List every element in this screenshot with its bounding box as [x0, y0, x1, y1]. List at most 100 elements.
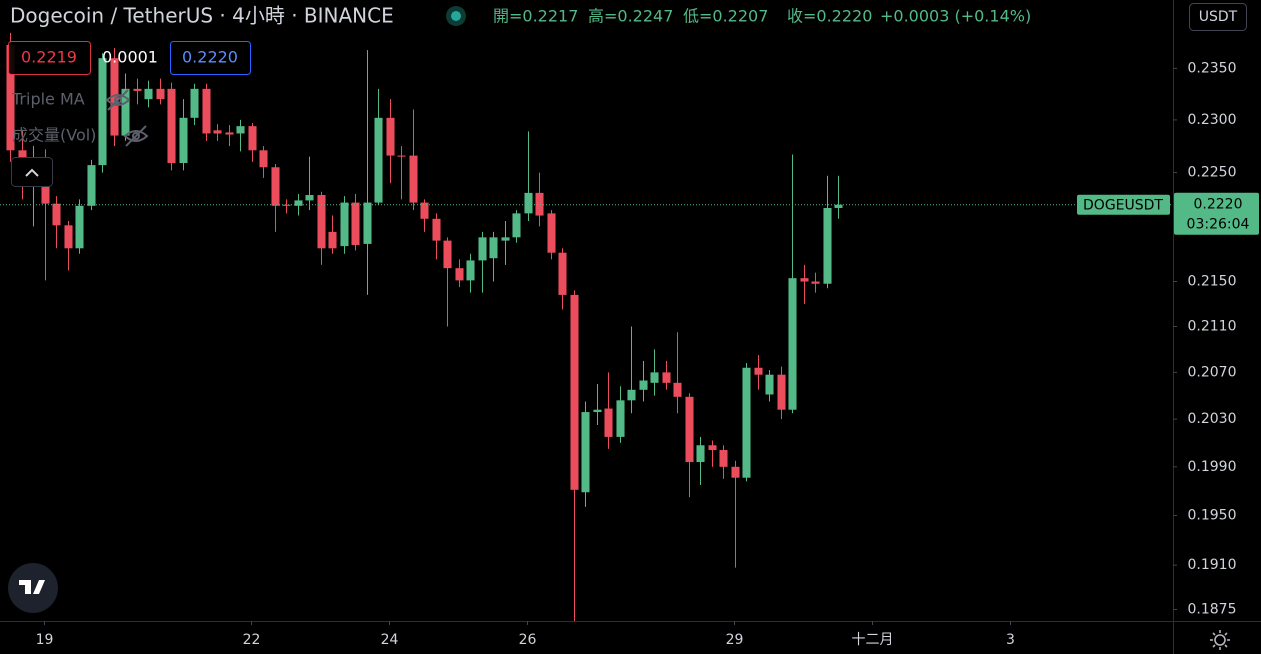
candle-body	[271, 167, 280, 206]
candle-body	[144, 88, 153, 100]
x-tick-label: 19	[36, 632, 54, 648]
y-tick-label: 0.2030	[1188, 411, 1237, 427]
candle-body	[213, 130, 222, 134]
candle-body	[535, 192, 544, 216]
y-tick-label: 0.2150	[1188, 274, 1237, 290]
candle-body	[823, 207, 832, 284]
crosshair-box	[170, 41, 251, 75]
candle-body	[478, 237, 487, 261]
candle-body	[133, 88, 142, 91]
candle-body	[110, 58, 119, 136]
candle-body	[616, 400, 625, 437]
candle-body	[547, 213, 556, 253]
candle-body	[248, 126, 257, 151]
candle-body	[524, 192, 533, 214]
candle-body	[489, 237, 498, 259]
x-tick-label: 26	[519, 632, 537, 648]
candle-body	[328, 231, 337, 249]
candle-body	[731, 466, 740, 478]
candle-body	[754, 367, 763, 375]
collapse-button[interactable]	[11, 157, 53, 187]
candle-body	[363, 202, 372, 244]
candle-body	[650, 372, 659, 383]
indicator-label[interactable]: Triple MA	[11, 90, 85, 109]
candle-body	[662, 372, 671, 383]
eye-icon[interactable]	[105, 89, 131, 111]
candle-body	[420, 202, 429, 219]
candle-body	[167, 88, 176, 163]
candle-body	[455, 268, 464, 281]
crosshair-value: 0.2219	[21, 48, 77, 67]
candle-body	[708, 445, 717, 451]
candle-body	[259, 150, 268, 168]
crosshair-box	[8, 41, 91, 75]
candle-body	[501, 237, 510, 241]
candle-body	[432, 218, 441, 241]
candle-body	[317, 195, 326, 249]
x-tick-label: 29	[726, 632, 744, 648]
x-tick-label: 十二月	[852, 632, 894, 648]
y-tick-label: 0.2110	[1188, 319, 1237, 335]
candle-body	[190, 88, 199, 118]
ohlc-value: 開=0.2217	[493, 7, 578, 26]
candle-body	[179, 117, 188, 163]
price-tag-countdown: 03:26:04	[1187, 217, 1250, 233]
candle-body	[742, 367, 751, 478]
price-tag-symbol: DOGEUSDT	[1083, 198, 1163, 214]
candle-body	[719, 450, 728, 467]
ohlc-value: 收=0.2220	[787, 7, 872, 26]
candle-body	[156, 88, 165, 100]
y-tick-label: 0.2250	[1188, 165, 1237, 181]
logo[interactable]	[8, 563, 58, 613]
candle-body	[685, 396, 694, 463]
ohlc-value: 高=0.2247	[588, 7, 673, 26]
candle-body	[811, 281, 820, 284]
candle-body	[777, 374, 786, 410]
collapse-arrow	[25, 168, 39, 177]
y-tick-label: 0.2350	[1188, 60, 1237, 76]
ohlc-value: 低=0.2207	[683, 7, 768, 26]
candle-body	[225, 132, 234, 135]
y-tick-label: 0.2070	[1188, 364, 1237, 380]
candle-body	[282, 204, 291, 206]
candle-body	[581, 412, 590, 493]
candle-body	[121, 88, 130, 136]
chart-title: Dogecoin / TetherUS · 4小時 · BINANCE	[10, 4, 394, 28]
indicator-label[interactable]: 成交量(Vol)	[12, 126, 96, 145]
candle-body	[570, 294, 579, 490]
candle-body	[75, 205, 84, 249]
candle-body	[409, 155, 418, 203]
candle-body	[386, 117, 395, 156]
y-tick-label: 0.1990	[1188, 459, 1237, 475]
candle-body	[639, 380, 648, 390]
candle-body	[558, 252, 567, 295]
logo-mark	[19, 580, 45, 594]
candle-body	[593, 409, 602, 413]
currency[interactable]: USDT	[1199, 9, 1238, 25]
currency-box[interactable]	[1189, 3, 1247, 31]
ohlc-value: +0.0003 (+0.14%)	[880, 7, 1031, 26]
x-tick-label: 22	[243, 632, 261, 648]
candle-body	[788, 278, 797, 410]
candle-body	[673, 382, 682, 397]
candle-body	[443, 240, 452, 269]
candle-body	[6, 45, 15, 151]
candle-body	[604, 408, 613, 437]
x-tick-label: 24	[381, 632, 399, 648]
y-tick-label: 0.1910	[1188, 557, 1237, 573]
candle-body	[351, 202, 360, 246]
candle-body	[294, 200, 303, 206]
crosshair-value: 0.0001	[102, 48, 158, 67]
candle-body	[374, 117, 383, 203]
y-tick-label: 0.2300	[1188, 112, 1237, 128]
price-tag-box	[1077, 194, 1170, 215]
candle-body	[512, 213, 521, 238]
y-tick-label: 0.1950	[1188, 507, 1237, 523]
settings-icon[interactable]	[1210, 630, 1230, 650]
candle-body	[466, 260, 475, 281]
eye-icon[interactable]	[123, 125, 149, 147]
candle-body	[305, 195, 314, 201]
candle-body	[834, 204, 843, 208]
